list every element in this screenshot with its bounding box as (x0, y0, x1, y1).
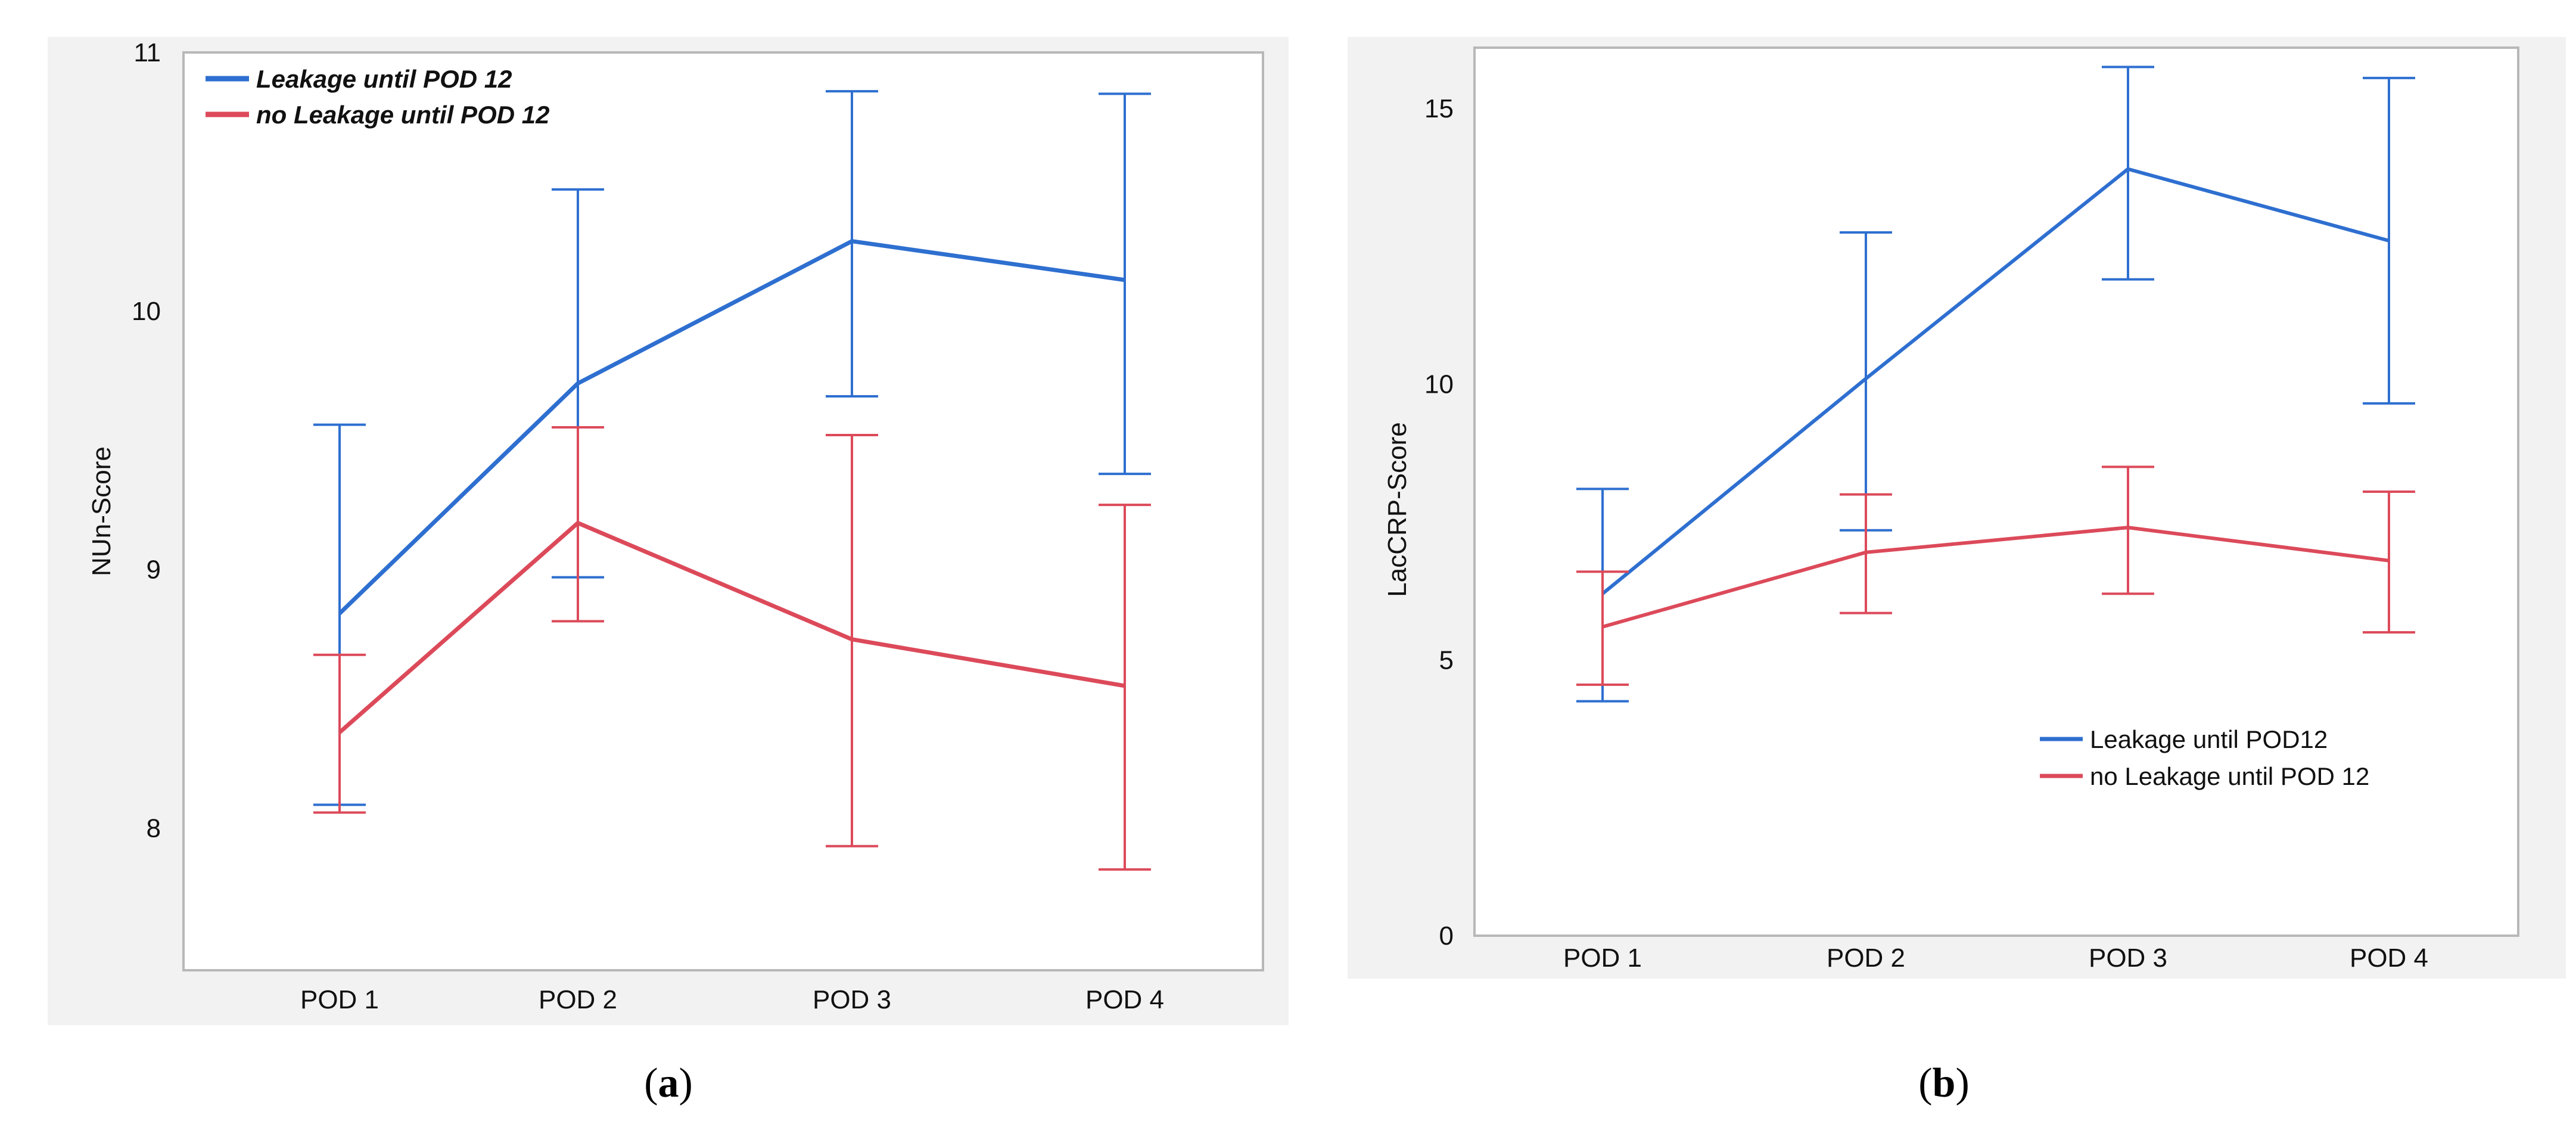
panel-b-x-tick-label: POD 4 (2350, 943, 2428, 973)
panel-a-series-line (338, 521, 1125, 734)
panel-b-legend: Leakage until POD12 no Leakage until POD… (2040, 725, 2369, 790)
panel-a-x-tick-label: POD 2 (539, 985, 617, 1014)
panel-a-data-point (577, 522, 578, 524)
panel-a-data-point (1124, 279, 1125, 281)
panel-a-data-point (851, 240, 853, 242)
panel-b-x-tick-label: POD 1 (1563, 943, 1642, 973)
panel-b-series-line (1602, 526, 2390, 629)
legend-label-leakage: Leakage until POD12 (2090, 725, 2328, 753)
panel-b-data-point (1865, 378, 1866, 380)
caption-a-close: ) (679, 1060, 693, 1106)
panel-a-marks (313, 90, 1151, 871)
panel-a-series-line (338, 239, 1125, 615)
panel-b-x-tick-label: POD 2 (1827, 943, 1905, 973)
legend-label-no-leakage: no Leakage until POD 12 (256, 101, 549, 129)
caption-a-letter: a (658, 1060, 679, 1106)
panel-b-plot-area (1473, 46, 2519, 937)
panel-b-data-point (2388, 240, 2390, 241)
caption-b: (b) (1918, 1060, 1970, 1106)
panel-a-data-point (1124, 685, 1125, 687)
caption-b-letter: b (1933, 1060, 1956, 1106)
panel-b-x-tick-label: POD 3 (2089, 943, 2167, 973)
panel-a-plot-area (182, 51, 1264, 971)
panel-b-series-line (1601, 167, 2390, 595)
caption-b-close: ) (1955, 1060, 1969, 1106)
panel-a-x-tick-label: POD 1 (300, 985, 379, 1014)
panel-b-marks (1576, 66, 2415, 703)
panel-a-y-tick-label: 10 (132, 297, 161, 326)
panel-b-y-axis-title: LacCRP-Score (1383, 422, 1412, 597)
panel-a-x-tick-label: POD 4 (1085, 985, 1164, 1014)
panel-a-y-ticks: 8 9 10 11 (132, 38, 161, 843)
panel-b-y-ticks: 0 5 10 15 (1424, 94, 1454, 951)
chart-panel-b: LacCRP-Score 0 5 10 15 POD 1 POD 2 POD 3 POD 4… (1348, 37, 2566, 979)
panel-a-x-ticks: POD 1 POD 2 POD 3 POD 4 (300, 985, 1164, 1014)
panel-a-y-axis-title: NUn-Score (87, 446, 116, 576)
panel-a-y-tick-label: 11 (133, 38, 161, 67)
panel-a-legend: Leakage until POD 12 no Leakage until PO… (206, 65, 549, 129)
caption-a-open: ( (644, 1060, 658, 1106)
panel-a-y-tick-label: 8 (147, 814, 161, 843)
panel-b-data-point (2388, 560, 2390, 561)
caption-b-open: ( (1918, 1060, 1932, 1106)
caption-a: (a) (644, 1060, 693, 1106)
panel-b-y-tick-label: 0 (1439, 921, 1454, 951)
legend-label-no-leakage: no Leakage until POD 12 (2090, 762, 2369, 790)
panel-a-data-point (577, 383, 578, 384)
panel-b-y-tick-label: 5 (1439, 645, 1454, 675)
legend-label-leakage: Leakage until POD 12 (256, 65, 512, 93)
panel-b-y-tick-label: 15 (1424, 94, 1454, 123)
panel-a-data-point (851, 638, 853, 640)
panel-a-data-point (339, 613, 340, 614)
panel-a-x-tick-label: POD 3 (813, 985, 891, 1014)
panel-a-data-point (339, 731, 340, 733)
chart-panel-a: NUn-Score 8 9 10 11 POD 1 POD 2 POD 3 POD 4 Le… (48, 37, 1289, 1025)
panel-b-x-ticks: POD 1 POD 2 POD 3 POD 4 (1563, 943, 2428, 973)
panel-b-y-tick-label: 10 (1424, 370, 1454, 399)
panel-b-data-point (2127, 168, 2129, 170)
panel-b-data-point (2127, 527, 2129, 529)
panel-b-data-point (1602, 626, 1603, 628)
panel-b-data-point (1865, 551, 1866, 553)
panel-a-y-tick-label: 9 (147, 555, 161, 585)
